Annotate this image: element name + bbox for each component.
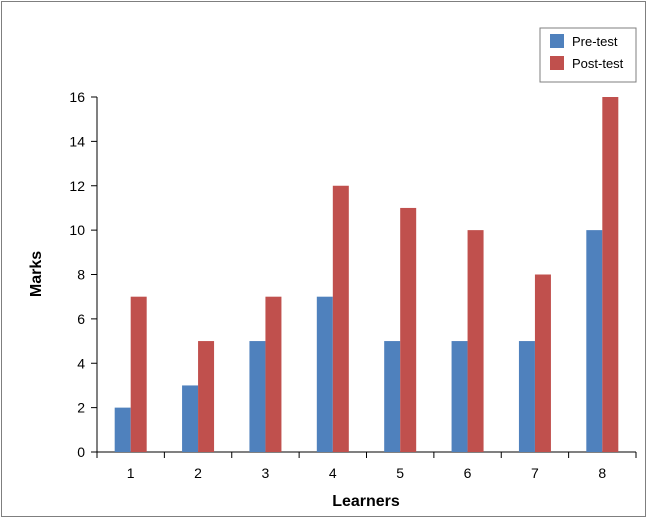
legend-label: Pre-test (572, 34, 618, 49)
bar-post-test-4 (332, 185, 349, 452)
y-tick-label: 6 (77, 311, 85, 327)
bar-pre-test-1 (114, 407, 131, 452)
bar-post-test-6 (467, 230, 484, 452)
y-tick-label: 4 (77, 355, 85, 371)
x-axis: 1 2 3 4 5 6 7 8 (96, 451, 637, 481)
x-tick-label: 1 (127, 465, 135, 481)
y-tick-label: 10 (69, 222, 85, 238)
x-tick-label: 6 (464, 465, 472, 481)
x-axis-title: Learners (332, 493, 400, 510)
bar-pre-test-8 (586, 230, 603, 452)
bar-pre-test-2 (182, 385, 199, 452)
legend: Pre-test Post-test (539, 27, 637, 83)
bar-post-test-3 (265, 296, 282, 452)
x-tick-label: 3 (262, 465, 270, 481)
y-tick-label: 12 (69, 178, 85, 194)
bar-pre-test-3 (249, 341, 266, 452)
x-tick-label: 7 (531, 465, 539, 481)
x-tick-label: 5 (396, 465, 404, 481)
bar-pre-test-4 (316, 296, 333, 452)
bar-pre-test-5 (384, 341, 401, 452)
y-tick-label: 0 (77, 444, 85, 460)
bar-post-test-2 (198, 341, 215, 452)
y-tick-label: 14 (69, 133, 85, 149)
y-tick-label: 16 (69, 89, 85, 105)
legend-swatch-pre-test (550, 34, 564, 48)
legend-swatch-post-test (550, 56, 564, 70)
bar-post-test-1 (130, 296, 147, 452)
bars (114, 97, 619, 452)
bar-pre-test-7 (518, 341, 535, 452)
bar-post-test-7 (534, 274, 551, 452)
bar-pre-test-6 (451, 341, 468, 452)
bar-post-test-8 (602, 97, 619, 452)
y-tick-label: 8 (77, 267, 85, 283)
y-tick-label: 2 (77, 400, 85, 416)
y-axis-title: Marks (28, 251, 45, 297)
legend-label: Post-test (572, 56, 624, 71)
y-axis: 0 2 4 6 8 10 12 14 16 (69, 89, 98, 460)
x-tick-label: 4 (329, 465, 337, 481)
bar-post-test-5 (400, 207, 417, 452)
x-tick-label: 8 (598, 465, 606, 481)
x-tick-label: 2 (194, 465, 202, 481)
